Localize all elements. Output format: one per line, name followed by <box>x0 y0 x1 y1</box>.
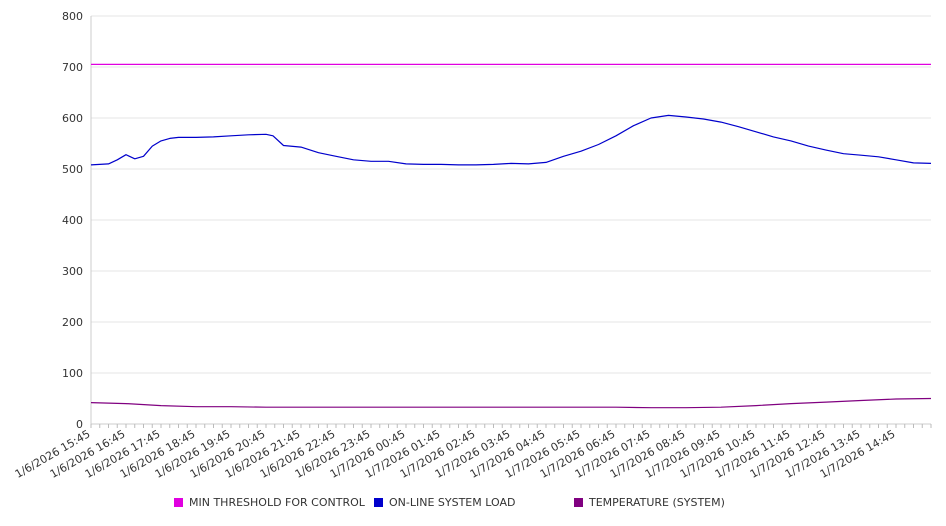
y-tick-label: 800 <box>62 10 83 23</box>
y-tick-label: 200 <box>62 316 83 329</box>
y-tick-label: 400 <box>62 214 83 227</box>
legend-swatch <box>174 498 183 507</box>
legend-label: TEMPERATURE (SYSTEM) <box>589 496 725 509</box>
legend-item[interactable]: ON-LINE SYSTEM LOAD <box>374 496 515 509</box>
series-line-3 <box>90 397 932 409</box>
legend-label: ON-LINE SYSTEM LOAD <box>389 496 516 509</box>
y-tick-label: 600 <box>62 112 83 125</box>
legend-item[interactable]: TEMPERATURE (SYSTEM) <box>574 496 725 509</box>
y-tick-label: 500 <box>62 163 83 176</box>
y-tick-label: 700 <box>62 61 83 74</box>
y-tick-label: 100 <box>62 367 83 380</box>
y-tick-label: 300 <box>62 265 83 278</box>
y-tick-label: 0 <box>76 418 83 431</box>
legend-label: MIN THRESHOLD FOR CONTROL <box>189 496 365 509</box>
legend-item[interactable]: MIN THRESHOLD FOR CONTROL <box>174 496 365 509</box>
legend-swatch <box>574 498 583 507</box>
chart-legend: MIN THRESHOLD FOR CONTROL ON-LINE SYSTEM … <box>0 496 946 516</box>
series-line-2 <box>90 114 932 166</box>
legend-swatch <box>374 498 383 507</box>
